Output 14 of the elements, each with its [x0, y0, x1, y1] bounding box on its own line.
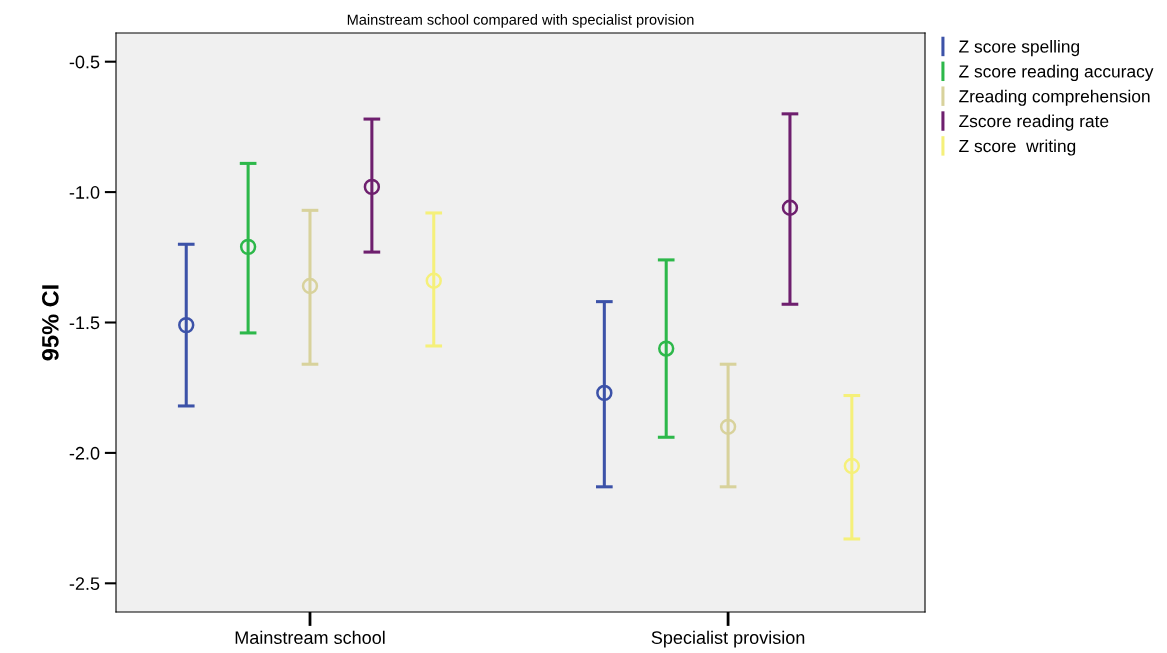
x-tick-label: Mainstream school — [235, 630, 385, 645]
x-tick-label: Specialist provision — [651, 630, 805, 648]
legend-label: Z score writing — [959, 139, 1076, 156]
y-tick-label: -2.5 — [69, 577, 100, 591]
y-tick-label: -1.5 — [69, 316, 100, 330]
y-tick-label: -0.5 — [69, 55, 100, 69]
y-axis-title: 95% CI — [41, 285, 59, 361]
legend-label: Zscore reading rate — [959, 114, 1109, 131]
legend-label: Zreading comprehension — [959, 89, 1150, 106]
y-tick-label: -1.0 — [69, 186, 100, 199]
y-tick-label: -2.0 — [69, 446, 100, 460]
legend-label: Z score spelling — [959, 39, 1080, 57]
chart-title: Mainstream school compared with specialist provision — [347, 14, 694, 28]
legend-label: Z score reading accuracy — [959, 64, 1154, 81]
